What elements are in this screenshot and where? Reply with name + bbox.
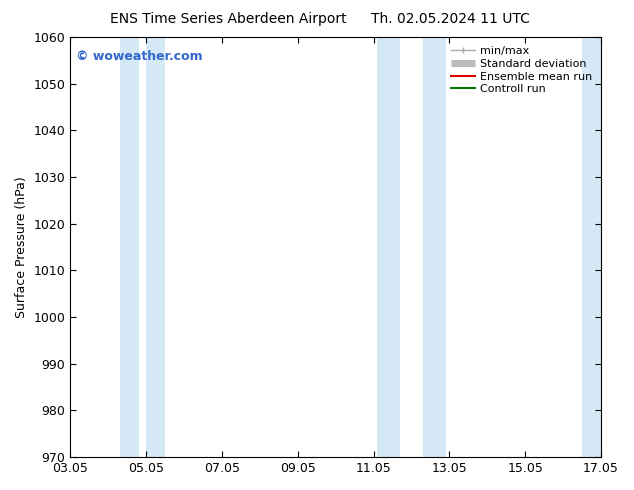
Y-axis label: Surface Pressure (hPa): Surface Pressure (hPa) bbox=[15, 176, 28, 318]
Bar bbox=[377, 37, 400, 457]
Bar bbox=[423, 37, 446, 457]
Text: ENS Time Series Aberdeen Airport: ENS Time Series Aberdeen Airport bbox=[110, 12, 347, 26]
Text: Th. 02.05.2024 11 UTC: Th. 02.05.2024 11 UTC bbox=[371, 12, 529, 26]
Bar bbox=[120, 37, 139, 457]
Bar bbox=[146, 37, 165, 457]
Text: © woweather.com: © woweather.com bbox=[75, 50, 202, 63]
Legend: min/max, Standard deviation, Ensemble mean run, Controll run: min/max, Standard deviation, Ensemble me… bbox=[448, 43, 595, 98]
Bar bbox=[582, 37, 601, 457]
